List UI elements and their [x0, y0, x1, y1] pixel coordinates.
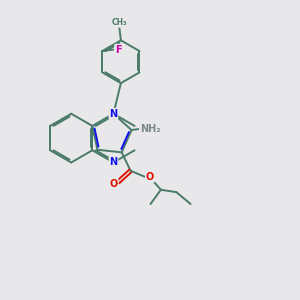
- Text: N: N: [110, 158, 118, 167]
- Text: O: O: [110, 178, 118, 188]
- Text: O: O: [146, 172, 154, 182]
- Text: CH₃: CH₃: [112, 18, 127, 27]
- Text: F: F: [115, 44, 122, 55]
- Text: NH₂: NH₂: [140, 124, 160, 134]
- Text: N: N: [110, 109, 118, 119]
